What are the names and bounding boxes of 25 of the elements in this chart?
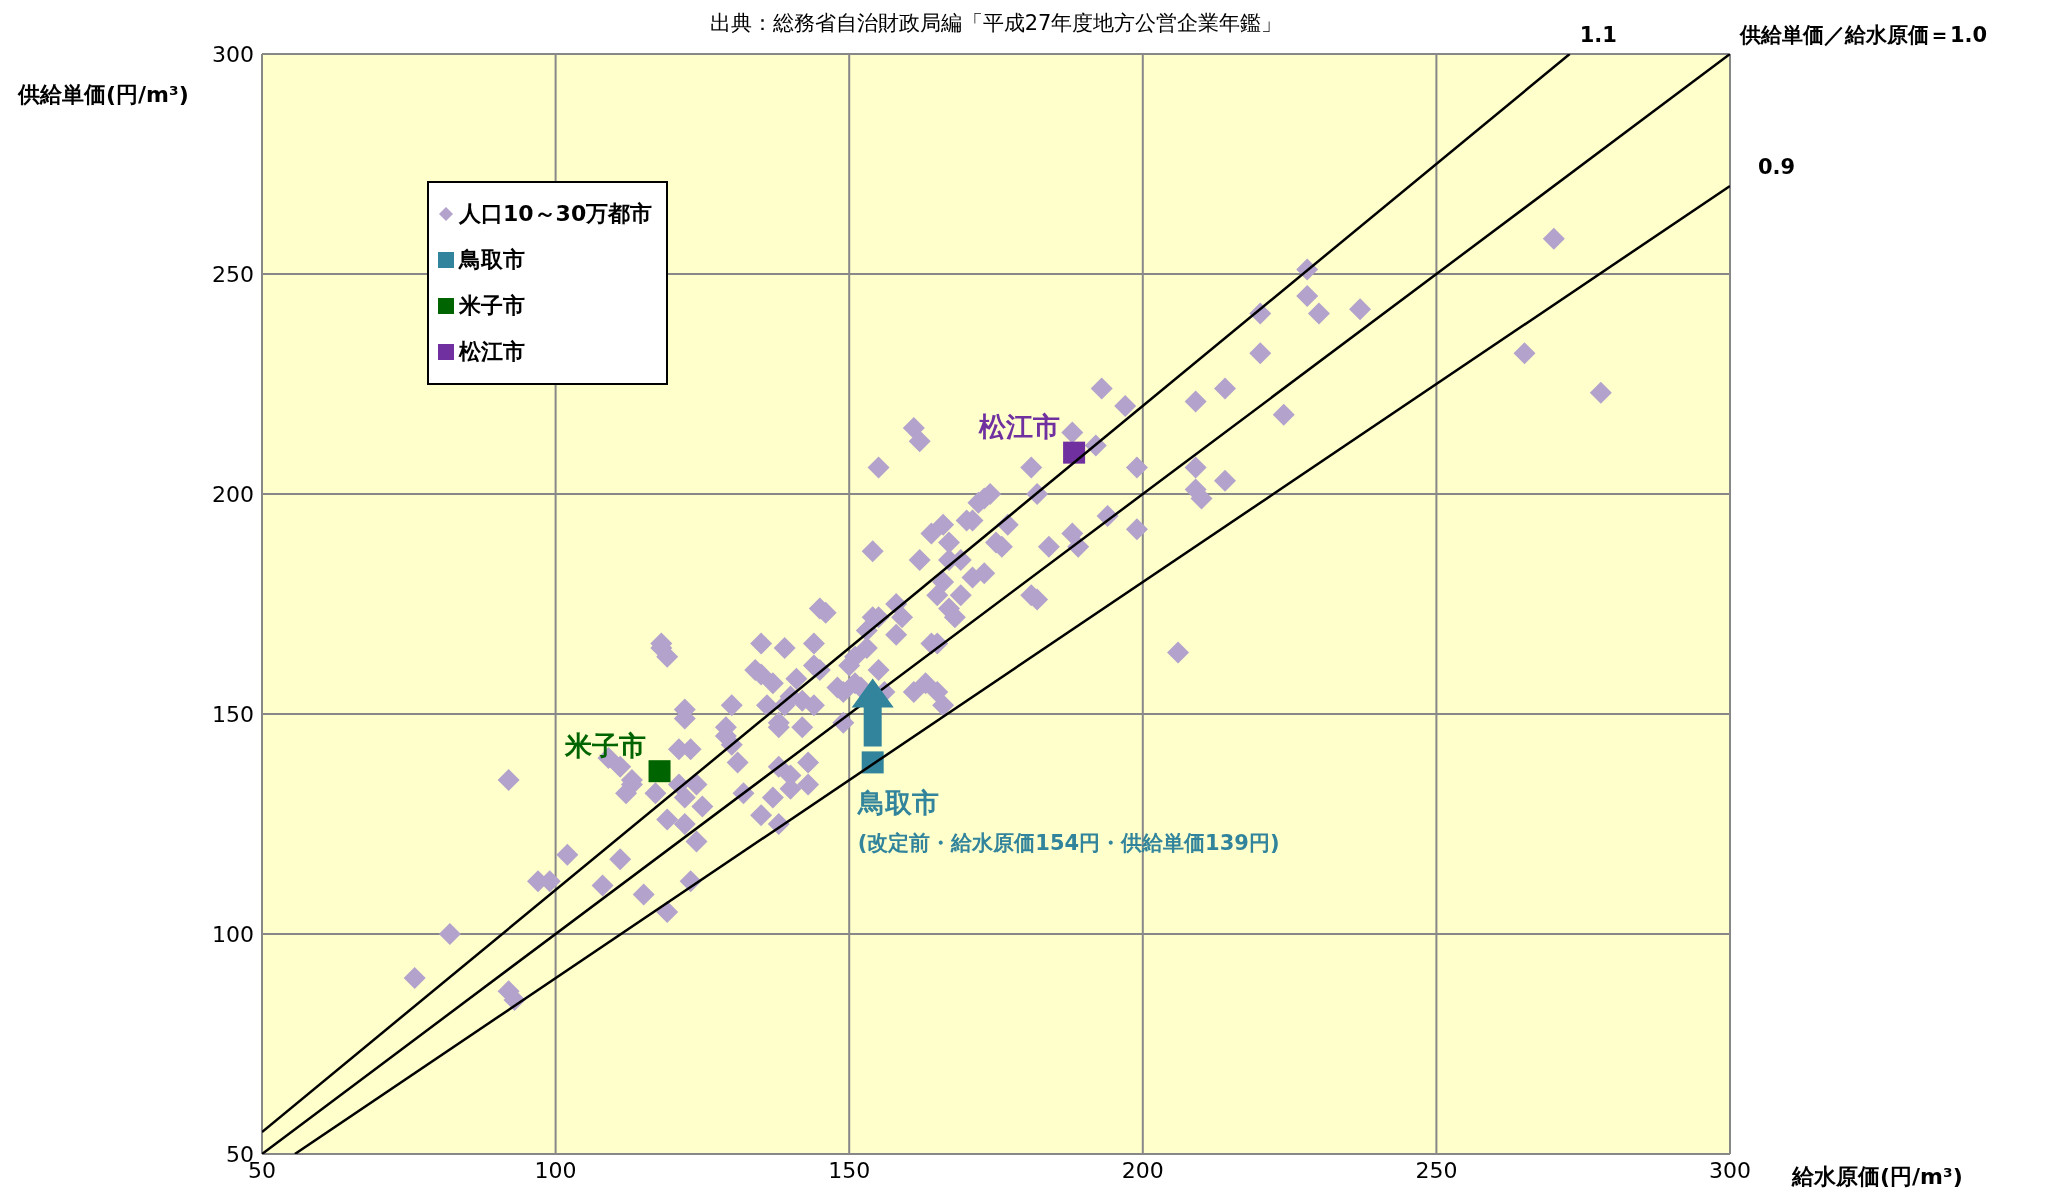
x-tick-label: 200 [1121, 1157, 1164, 1183]
series-label: 1.1 [1579, 23, 1617, 47]
y-tick-label: 100 [212, 921, 254, 947]
legend-label: 松江市 [459, 338, 525, 366]
x-tick-label: 300 [1709, 1157, 1751, 1183]
y-tick-label: 150 [212, 701, 254, 727]
legend-label: 鳥取市 [459, 246, 525, 274]
annotation: 米子市 [563, 729, 646, 761]
y-tick-label: 300 [212, 41, 254, 67]
legend-label: 人口10～30万都市 [459, 200, 653, 228]
point [648, 760, 671, 783]
x-tick-label: 150 [828, 1157, 871, 1183]
annotation: 鳥取市 [856, 786, 939, 818]
y-axis-title: 供給単価(円/m³) [17, 82, 189, 107]
x-axis-title: 給水原価(円/m³) [1791, 1164, 1963, 1189]
x-tick-label: 100 [534, 1157, 577, 1183]
series-label: 0.9 [1758, 155, 1796, 179]
legend-label: 米子市 [459, 292, 525, 320]
source-note: 出典：総務省自治財政局編「平成27年度地方公営企業年鑑」 [709, 11, 1283, 35]
y-tick-label: 200 [212, 481, 254, 507]
series-label: 供給単価／給水原価＝1.0 [1739, 23, 1988, 47]
y-tick-label: 250 [212, 261, 254, 287]
annotation: 松江市 [978, 411, 1061, 443]
x-tick-label: 250 [1415, 1157, 1458, 1183]
point [1063, 441, 1086, 464]
